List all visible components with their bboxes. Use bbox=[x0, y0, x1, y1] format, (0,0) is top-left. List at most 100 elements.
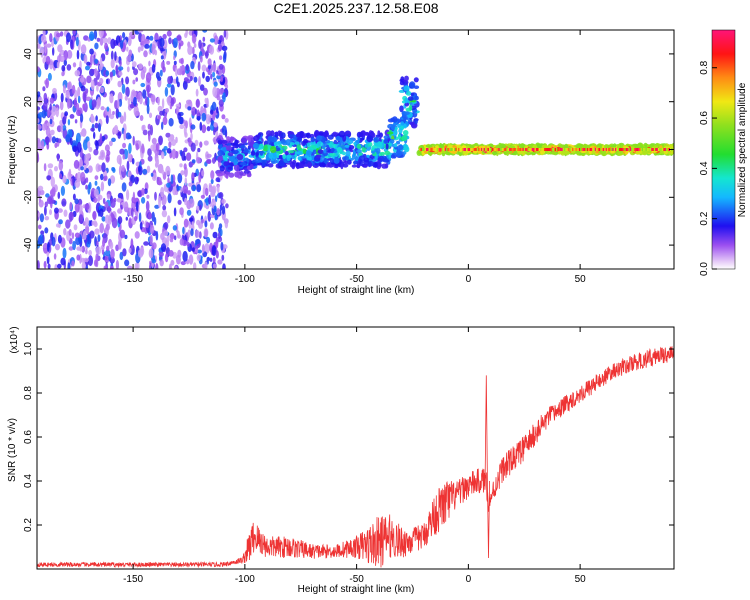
heatmap-cell bbox=[38, 224, 42, 230]
heatmap-cell bbox=[88, 249, 92, 256]
heatmap-core-cell bbox=[664, 148, 667, 151]
heatmap-cell bbox=[76, 171, 82, 182]
heatmap-cell bbox=[210, 170, 215, 180]
heatmap-cell bbox=[45, 78, 49, 89]
heatmap-cell bbox=[76, 49, 80, 60]
heatmap-cell bbox=[207, 64, 212, 70]
heatmap-cell bbox=[336, 147, 343, 153]
heatmap-cell bbox=[194, 108, 198, 115]
heatmap-cell bbox=[60, 185, 65, 196]
heatmap-cell bbox=[561, 150, 568, 155]
heatmap-cell bbox=[94, 42, 99, 50]
heatmap-cell bbox=[49, 103, 52, 111]
heatmap-cell bbox=[43, 92, 48, 102]
heatmap-cell bbox=[126, 66, 130, 73]
heatmap-cell bbox=[106, 150, 111, 157]
heatmap-core-cell bbox=[644, 148, 647, 151]
heatmap-cell bbox=[215, 238, 219, 249]
heatmap-core-cell bbox=[438, 148, 440, 151]
heatmap-cell bbox=[210, 73, 213, 80]
heatmap-core-cell bbox=[499, 148, 502, 151]
heatmap-cell bbox=[190, 142, 196, 152]
heatmap-cell bbox=[45, 55, 51, 65]
heatmap-cell bbox=[173, 207, 177, 217]
heatmap-cell bbox=[103, 265, 108, 269]
heatmap-cell bbox=[361, 146, 366, 153]
heatmap-cell bbox=[183, 147, 188, 153]
heatmap-cell bbox=[206, 236, 211, 244]
heatmap-cell bbox=[413, 85, 420, 89]
heatmap-cell bbox=[190, 132, 193, 141]
heatmap-core-cell bbox=[460, 148, 463, 151]
heatmap-cell bbox=[403, 85, 410, 92]
heatmap-core-cell bbox=[443, 148, 445, 151]
heatmap-cell bbox=[107, 178, 112, 187]
heatmap-cell bbox=[88, 255, 93, 267]
heatmap-cell bbox=[466, 145, 470, 149]
heatmap-cell bbox=[139, 115, 144, 121]
heatmap-cell bbox=[45, 126, 51, 137]
heatmap-core-cell bbox=[623, 148, 625, 151]
y-tick-label: 1.0 bbox=[23, 342, 34, 356]
heatmap-cell bbox=[263, 144, 268, 152]
heatmap-cell bbox=[80, 44, 87, 55]
heatmap-cell bbox=[405, 91, 412, 96]
heatmap-cell bbox=[199, 84, 205, 91]
heatmap-cell bbox=[133, 68, 139, 76]
heatmap-cell bbox=[125, 86, 130, 98]
heatmap-cell bbox=[69, 137, 73, 146]
heatmap-core-cell bbox=[423, 148, 425, 151]
heatmap-cell bbox=[161, 169, 165, 175]
heatmap-cell bbox=[403, 111, 410, 116]
heatmap-cell bbox=[51, 186, 56, 197]
heatmap-core-cell bbox=[561, 148, 563, 151]
heatmap-core-cell bbox=[628, 148, 630, 151]
heatmap-cell bbox=[123, 201, 129, 212]
heatmap-cell bbox=[102, 238, 106, 247]
heatmap-cell bbox=[131, 61, 137, 68]
heatmap-cell bbox=[73, 159, 80, 169]
heatmap-cell bbox=[187, 106, 192, 111]
heatmap-core-cell bbox=[515, 148, 518, 151]
heatmap-cell bbox=[47, 263, 51, 269]
heatmap-cell bbox=[107, 205, 111, 214]
heatmap-cell bbox=[58, 219, 63, 225]
y-tick-label: 0 bbox=[23, 146, 34, 152]
heatmap-cell bbox=[135, 201, 139, 212]
heatmap-core-cell bbox=[574, 148, 577, 151]
heatmap-cell bbox=[189, 75, 193, 82]
heatmap-cell bbox=[333, 157, 340, 164]
heatmap-cell bbox=[150, 172, 154, 177]
heatmap-cell bbox=[127, 265, 133, 269]
heatmap-cell bbox=[159, 110, 164, 116]
heatmap-cell bbox=[89, 98, 93, 110]
heatmap-cell bbox=[132, 135, 135, 146]
heatmap-cell bbox=[401, 135, 408, 142]
heatmap-core-cell bbox=[653, 148, 656, 151]
heatmap-cell bbox=[223, 161, 230, 167]
heatmap-cell bbox=[227, 152, 234, 157]
heatmap-cell bbox=[87, 233, 90, 245]
heatmap-cell bbox=[147, 86, 150, 97]
heatmap-cell bbox=[299, 131, 304, 139]
heatmap-cell bbox=[76, 254, 81, 261]
heatmap-core-cell bbox=[588, 148, 590, 151]
heatmap-cell bbox=[353, 150, 356, 157]
heatmap-cell bbox=[204, 243, 210, 255]
heatmap-cell bbox=[338, 130, 346, 138]
heatmap-cell bbox=[137, 190, 142, 197]
heatmap-core-cell bbox=[553, 148, 555, 151]
heatmap-core-cell bbox=[606, 148, 609, 151]
heatmap-core-cell bbox=[452, 148, 455, 151]
heatmap-cell bbox=[306, 142, 311, 148]
heatmap-cell bbox=[317, 149, 324, 155]
heatmap-cell bbox=[98, 155, 102, 160]
heatmap-cell bbox=[207, 58, 212, 66]
heatmap-cell bbox=[142, 129, 148, 136]
heatmap-core-cell bbox=[456, 148, 459, 151]
heatmap-core-cell bbox=[636, 148, 639, 151]
heatmap-cell bbox=[161, 121, 164, 130]
heatmap-cell bbox=[56, 125, 62, 133]
heatmap-cell bbox=[49, 209, 52, 216]
heatmap-cell bbox=[345, 150, 351, 157]
